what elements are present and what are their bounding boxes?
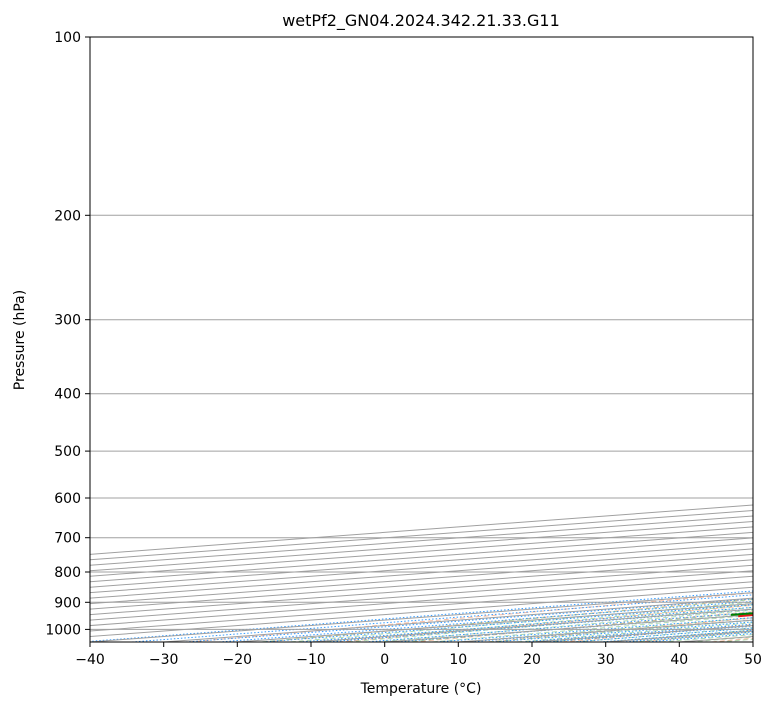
dry-adiabats xyxy=(188,592,753,642)
mixing-ratio-line xyxy=(299,606,753,642)
isobar-grid xyxy=(90,37,753,630)
moist-adiabats xyxy=(254,599,753,642)
dry-adiabat-line xyxy=(188,592,753,642)
y-tick-label: 300 xyxy=(54,313,81,329)
isotherm-line xyxy=(90,515,753,566)
y-tick-label: 500 xyxy=(54,444,81,460)
isotherm-line xyxy=(90,520,753,572)
x-tick-label: −30 xyxy=(149,652,179,668)
isotherm-line xyxy=(90,509,753,561)
plot-frame xyxy=(89,36,754,643)
isotherm-line xyxy=(90,526,753,577)
isotherm-line xyxy=(90,504,753,555)
mixing-ratio-line xyxy=(218,600,753,642)
y-tick-label: 100 xyxy=(54,30,81,46)
dry-adiabat-line xyxy=(263,598,753,642)
x-tick-label: 30 xyxy=(597,652,615,668)
y-tick-label: 400 xyxy=(54,387,81,403)
x-tick-label: 10 xyxy=(449,652,467,668)
chart-title: wetPf2_GN04.2024.342.21.33.G11 xyxy=(282,11,560,31)
y-tick-label: 1000 xyxy=(45,622,81,638)
x-tick-label: 50 xyxy=(744,652,762,668)
y-axis-title: Pressure (hPa) xyxy=(12,290,28,390)
y-tick-label: 900 xyxy=(54,595,81,611)
x-tick-label: −10 xyxy=(296,652,326,668)
x-tick-label: −20 xyxy=(223,652,253,668)
moist-adiabat-line xyxy=(254,599,753,642)
x-tick-label: 0 xyxy=(380,652,389,668)
x-tick-label: 40 xyxy=(670,652,688,668)
x-axis-title: Temperature (°C) xyxy=(360,681,482,697)
plot-area: 0.10.20.40.611.52346810131620253036-100-… xyxy=(90,37,753,642)
y-tick-label: 800 xyxy=(54,565,81,581)
isotherm-line xyxy=(90,531,753,583)
x-tick-label: −40 xyxy=(75,652,105,668)
y-axis-ticks: 100 200 300 400 500 600 700 800 900 1000 xyxy=(45,30,90,638)
y-tick-label: 700 xyxy=(54,531,81,547)
isotherm-grid xyxy=(90,504,753,642)
isotherm-line xyxy=(90,537,753,588)
mixing-ratio-line xyxy=(262,604,753,642)
y-tick-label: 200 xyxy=(54,208,81,224)
y-tick-label: 600 xyxy=(54,491,81,507)
x-tick-label: 20 xyxy=(523,652,541,668)
x-axis-ticks: −40 −30 −20 −10 0 10 20 30 40 50 xyxy=(75,642,762,668)
